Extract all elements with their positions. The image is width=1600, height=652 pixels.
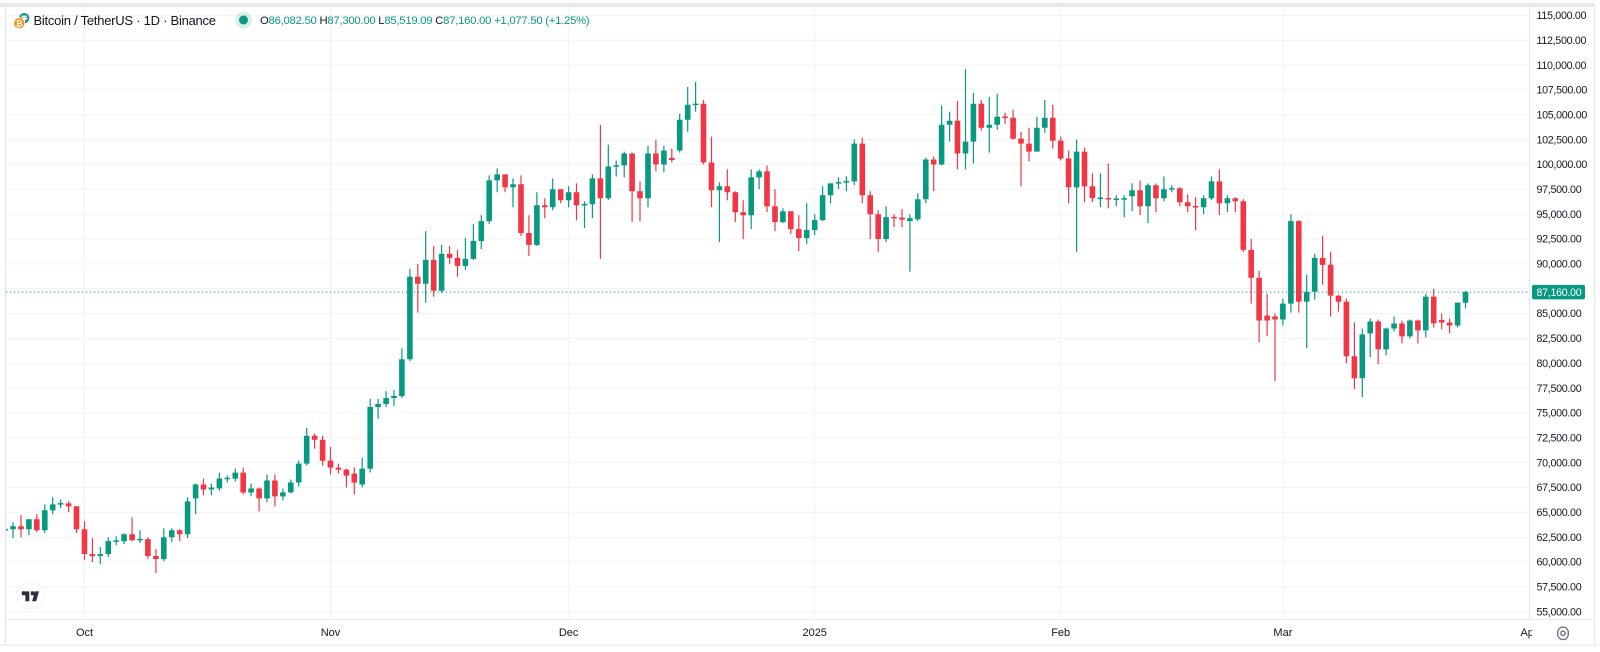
svg-text:Dec: Dec: [559, 627, 579, 639]
svg-text:112,500.00: 112,500.00: [1537, 35, 1587, 47]
svg-text:72,500.00: 72,500.00: [1537, 433, 1582, 445]
svg-text:87,160.00: 87,160.00: [1537, 287, 1582, 299]
svg-text:82,500.00: 82,500.00: [1537, 333, 1582, 345]
svg-text:60,000.00: 60,000.00: [1537, 557, 1582, 569]
svg-text:Bitcoin / TetherUS · 1D · Bina: Bitcoin / TetherUS · 1D · Binance: [34, 13, 216, 28]
svg-text:80,000.00: 80,000.00: [1537, 358, 1582, 370]
svg-text:Nov: Nov: [321, 627, 341, 639]
svg-text:100,000.00: 100,000.00: [1537, 159, 1588, 171]
svg-text:85,000.00: 85,000.00: [1537, 308, 1582, 320]
svg-text:Oct: Oct: [76, 627, 93, 639]
svg-text:Mar: Mar: [1273, 627, 1292, 639]
svg-text:57,500.00: 57,500.00: [1537, 582, 1582, 594]
svg-text:107,500.00: 107,500.00: [1537, 85, 1588, 97]
svg-text:62,500.00: 62,500.00: [1537, 532, 1582, 544]
svg-text:Apr: Apr: [1520, 627, 1537, 639]
svg-text:105,000.00: 105,000.00: [1537, 110, 1588, 122]
svg-text:95,000.00: 95,000.00: [1537, 209, 1582, 221]
svg-text:Feb: Feb: [1051, 627, 1070, 639]
svg-text:97,500.00: 97,500.00: [1537, 184, 1582, 196]
svg-text:2025: 2025: [802, 627, 826, 639]
svg-text:77,500.00: 77,500.00: [1537, 383, 1582, 395]
svg-text:92,500.00: 92,500.00: [1537, 234, 1582, 246]
svg-text:67,500.00: 67,500.00: [1537, 482, 1582, 494]
svg-text:₿: ₿: [16, 18, 23, 28]
svg-text:70,000.00: 70,000.00: [1537, 457, 1582, 469]
svg-text:102,500.00: 102,500.00: [1537, 134, 1588, 146]
svg-text:O86,082.50 H87,300.00 L85,519.: O86,082.50 H87,300.00 L85,519.09 C87,160…: [260, 15, 590, 27]
svg-text:55,000.00: 55,000.00: [1537, 606, 1582, 618]
svg-text:110,000.00: 110,000.00: [1537, 60, 1587, 72]
svg-text:75,000.00: 75,000.00: [1537, 408, 1582, 420]
svg-text:115,000.00: 115,000.00: [1537, 10, 1587, 22]
svg-text:90,000.00: 90,000.00: [1537, 259, 1582, 271]
svg-text:65,000.00: 65,000.00: [1537, 507, 1582, 519]
